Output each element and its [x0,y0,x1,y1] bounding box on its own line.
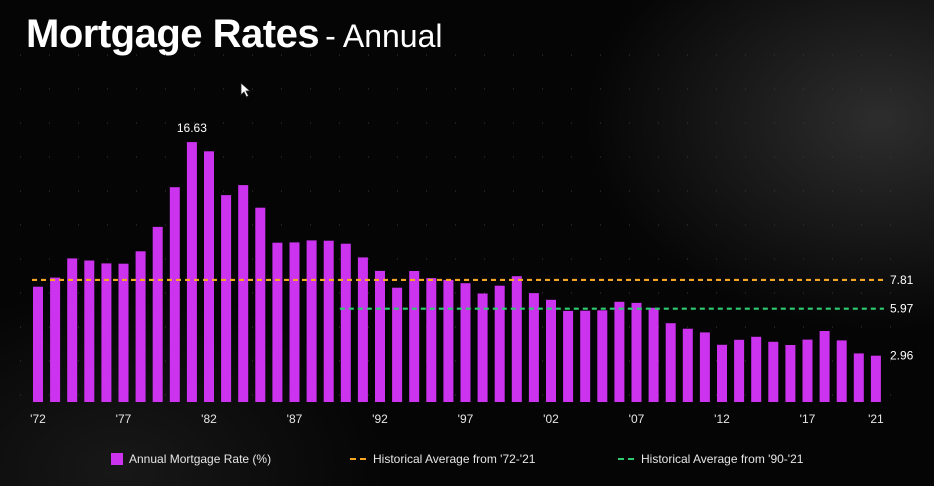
annotations: 16.63 2.96 [177,121,914,363]
bar-1973 [50,277,61,402]
bar-2004 [580,310,591,402]
bar-2018 [819,331,830,402]
bar-2020 [853,353,864,402]
bar-1993 [392,287,403,402]
chart-title: Mortgage Rates - Annual [26,14,442,54]
title-main: Mortgage Rates [26,12,320,56]
legend-item-avg-72-21: Historical Average from '72-'21 [350,452,535,466]
bar-1994 [409,271,420,402]
bar-1990 [340,243,351,402]
bar-2001 [528,293,539,402]
bar-2008 [648,307,659,402]
x-tick-label: '82 [201,412,217,426]
bar-1986 [272,242,283,402]
chart-bars [33,142,881,402]
bar-1989 [323,240,334,402]
x-tick-label: '02 [543,412,559,426]
bar-1984 [238,185,249,402]
bar-1982 [204,151,214,402]
bar-1974 [67,258,78,402]
bar-1992 [375,270,385,402]
bar-2021 [870,355,881,402]
bar-1980 [169,187,180,402]
legend-label-avg-90-21: Historical Average from '90-'21 [641,452,804,466]
bar-1987 [289,242,300,402]
bar-1998 [477,293,488,402]
legend-item-avg-90-21: Historical Average from '90-'21 [618,452,803,466]
legend-swatch-avg-90-21 [618,458,634,460]
bar-2017 [802,339,813,402]
bar-1997 [460,283,471,402]
bar-2010 [682,328,693,402]
title-subtitle: - Annual [325,18,443,54]
x-tick-label: '77 [116,412,132,426]
bar-2019 [836,340,847,402]
x-tick-label: '87 [287,412,303,426]
x-tick-label: '97 [458,412,474,426]
bar-1995 [426,278,437,402]
bar-2015 [768,341,779,402]
chart-legend: Annual Mortgage Rate (%) Historical Aver… [0,452,934,472]
bar-2003 [563,310,574,402]
bar-1981 [186,142,197,402]
reference-value-label: 7.81 [890,273,914,287]
bar-2002 [546,299,556,402]
bar-2000 [511,276,522,402]
bar-2007 [631,302,642,402]
bar-2005 [597,310,608,402]
bar-1991 [357,257,368,402]
bar-1988 [306,240,317,402]
legend-label-avg-72-21: Historical Average from '72-'21 [373,452,536,466]
data-label-2021: 2.96 [890,349,914,363]
bar-1976 [101,263,112,402]
bar-2014 [751,336,762,402]
bar-2006 [614,301,625,402]
bar-2011 [699,332,710,402]
bar-2016 [785,345,796,402]
x-tick-label: '92 [372,412,388,426]
bar-chart: 7.81 5.97 16.63 2.96 '72 '77 '82 '87 '92 '97 '02… [20,54,914,426]
bar-2013 [734,339,745,402]
bar-1979 [152,226,163,402]
bar-1983 [221,195,232,402]
bar-1975 [84,260,95,402]
data-label-1981: 16.63 [177,121,207,135]
x-tick-label: '72 [30,412,46,426]
legend-label-bars: Annual Mortgage Rate (%) [129,452,272,466]
bar-1978 [135,251,146,402]
x-tick-label: '17 [800,412,816,426]
legend-swatch-avg-72-21 [350,458,366,460]
bar-1985 [255,207,266,402]
bar-2009 [665,323,676,402]
bar-1972 [33,286,43,402]
reference-value-label: 5.97 [890,302,914,316]
x-tick-label: '07 [629,412,645,426]
mouse-pointer-icon [240,82,252,103]
x-axis-ticks: '72 '77 '82 '87 '92 '97 '02 '07 '12 '17 '21 [30,412,884,426]
bar-1999 [494,285,505,402]
bar-1977 [118,263,129,402]
legend-swatch-bars [111,453,123,465]
bar-2012 [717,344,727,402]
x-tick-label: '12 [714,412,730,426]
legend-item-bars: Annual Mortgage Rate (%) [111,452,271,466]
reference-lines: 7.81 5.97 [32,273,914,316]
bar-1996 [443,279,454,402]
x-tick-label: '21 [868,412,884,426]
